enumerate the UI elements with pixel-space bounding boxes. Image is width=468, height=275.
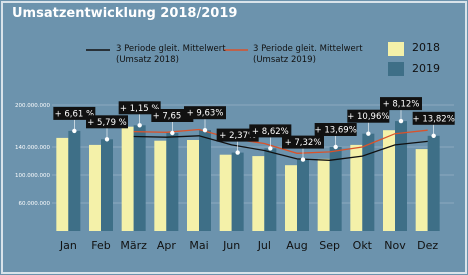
bar	[133, 125, 146, 231]
bar	[297, 159, 309, 231]
bar	[231, 152, 244, 231]
point	[137, 123, 142, 128]
growth-box	[184, 106, 226, 120]
bar	[383, 130, 395, 231]
point	[398, 118, 404, 124]
growth-label: + 9,63%	[187, 109, 224, 119]
growth-box	[347, 109, 390, 123]
point	[170, 130, 175, 136]
y-tick-label: 100.000.000	[15, 173, 50, 179]
bar	[199, 130, 211, 231]
point	[72, 128, 77, 134]
x-tick-label: Aug	[286, 239, 307, 252]
legend-label: 2019	[412, 62, 440, 75]
growth-label: + 6,61 %	[55, 109, 95, 119]
line	[133, 128, 428, 154]
point	[104, 137, 110, 142]
x-tick-label: Dez	[417, 239, 438, 252]
legend-swatch	[388, 42, 404, 56]
bar	[68, 130, 81, 231]
legend-label: 2018	[412, 41, 440, 54]
growth-box	[151, 109, 194, 122]
growth-label: + 2,37%	[219, 131, 256, 141]
growth-box	[118, 101, 161, 115]
legend-label: 3 Periode gleit. Mittelwert (Umsatz 2018…	[116, 44, 226, 65]
growth-label: + 13,69%	[315, 126, 357, 136]
x-tick-label: Jul	[257, 239, 271, 252]
bar	[252, 156, 265, 231]
growth-label: + 13,82%	[413, 114, 455, 124]
point	[366, 131, 371, 136]
x-tick-label: Nov	[384, 239, 406, 252]
bar	[427, 135, 440, 231]
bar	[154, 140, 167, 231]
growth-box	[380, 97, 422, 111]
growth-box	[314, 123, 357, 136]
point	[300, 157, 306, 162]
point	[202, 128, 208, 133]
growth-box	[412, 111, 455, 125]
bar	[89, 144, 101, 231]
bar	[415, 149, 428, 231]
bar	[187, 140, 199, 231]
chart-title: Umsatzentwicklung 2018/2019	[12, 6, 237, 21]
growth-label: + 10,96%	[347, 112, 389, 122]
point	[268, 146, 273, 151]
bar	[219, 154, 232, 231]
x-tick-label: Jun	[222, 239, 240, 252]
y-tick-label: 140.000.000	[15, 145, 50, 151]
bar	[317, 158, 330, 231]
growth-label: + 8,12%	[383, 100, 420, 110]
x-tick-label: März	[120, 239, 147, 252]
y-tick-label: 200.000.000	[15, 103, 50, 109]
growth-label: + 7,65 %	[153, 112, 193, 122]
bar	[121, 126, 134, 231]
legend-label: 3 Periode gleit. Mittelwert (Umsatz 2019…	[253, 44, 363, 65]
x-tick-label: Mai	[189, 239, 208, 252]
growth-label: + 5,79 %	[87, 118, 127, 128]
bar	[166, 133, 179, 231]
bar	[395, 121, 407, 231]
growth-label: + 7,32%	[285, 138, 322, 148]
bar	[362, 133, 375, 231]
y-tick-label: 60.000.000	[19, 201, 51, 207]
growth-box	[53, 106, 96, 120]
point	[333, 144, 338, 150]
growth-box	[216, 128, 259, 142]
point	[431, 133, 436, 138]
growth-box	[86, 115, 128, 129]
bar	[101, 139, 113, 231]
legend-swatch	[388, 62, 404, 76]
bar	[329, 147, 342, 231]
growth-box	[282, 135, 324, 149]
point	[235, 150, 240, 155]
growth-box	[249, 124, 292, 138]
bar	[285, 165, 297, 231]
bar	[350, 144, 363, 231]
line	[133, 135, 428, 161]
bar	[264, 148, 277, 231]
x-tick-label: Sep	[319, 239, 340, 252]
bar	[56, 137, 69, 231]
growth-label: + 8,62%	[252, 127, 289, 137]
x-tick-label: Jan	[59, 239, 77, 252]
x-tick-label: Feb	[91, 239, 110, 252]
x-tick-label: Apr	[157, 239, 177, 252]
growth-label: + 1,15 %	[120, 104, 160, 114]
x-tick-label: Okt	[353, 239, 373, 252]
